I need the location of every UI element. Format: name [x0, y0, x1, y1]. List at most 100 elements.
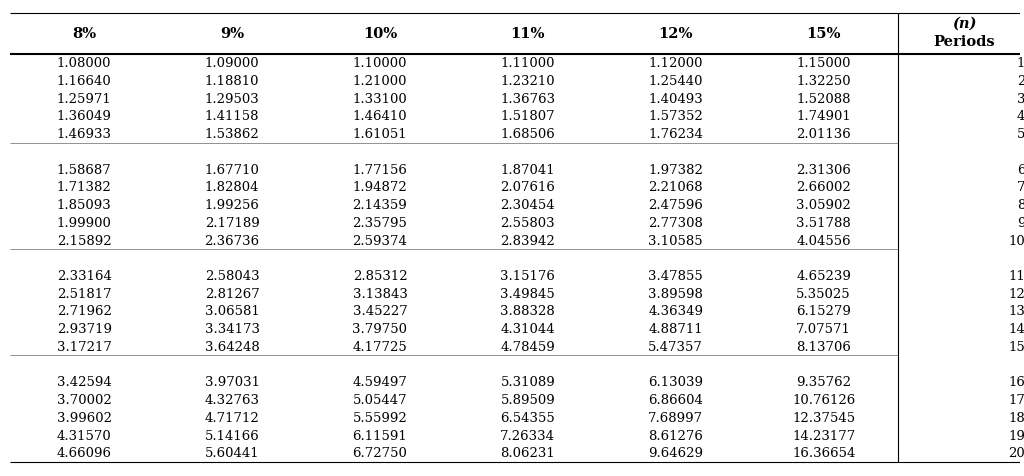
Text: 1.87041: 1.87041: [501, 163, 555, 176]
Text: 1.32250: 1.32250: [797, 75, 851, 88]
Text: 11: 11: [1009, 269, 1024, 282]
Text: 2.71962: 2.71962: [56, 305, 112, 318]
Text: 1.16640: 1.16640: [56, 75, 112, 88]
Text: (n): (n): [951, 17, 976, 31]
Text: 7.07571: 7.07571: [797, 323, 851, 336]
Text: 8: 8: [1017, 198, 1024, 212]
Text: 3.10585: 3.10585: [648, 234, 703, 247]
Text: 12.37545: 12.37545: [793, 411, 855, 424]
Text: 2.83942: 2.83942: [501, 234, 555, 247]
Text: 1.23210: 1.23210: [501, 75, 555, 88]
Text: 1.29503: 1.29503: [205, 92, 259, 106]
Text: 6.72750: 6.72750: [352, 446, 408, 459]
Text: 5.55992: 5.55992: [352, 411, 408, 424]
Text: 17: 17: [1009, 393, 1024, 407]
Text: 1.99256: 1.99256: [205, 198, 259, 212]
Text: 1.15000: 1.15000: [797, 57, 851, 70]
Text: 1.67710: 1.67710: [205, 163, 259, 176]
Text: 3.97031: 3.97031: [205, 376, 259, 388]
Text: 5.05447: 5.05447: [352, 393, 408, 407]
Text: 3.45227: 3.45227: [352, 305, 408, 318]
Text: 7.26334: 7.26334: [501, 429, 555, 442]
Text: 4.04556: 4.04556: [797, 234, 851, 247]
Text: 1.33100: 1.33100: [352, 92, 408, 106]
Text: 1.36763: 1.36763: [501, 92, 555, 106]
Text: 6.15279: 6.15279: [797, 305, 851, 318]
Text: 16.36654: 16.36654: [792, 446, 855, 459]
Text: 9.35762: 9.35762: [797, 376, 851, 388]
Text: 2.36736: 2.36736: [205, 234, 260, 247]
Text: 1.10000: 1.10000: [352, 57, 408, 70]
Text: 3.89598: 3.89598: [648, 287, 703, 300]
Text: 9.64629: 9.64629: [648, 446, 703, 459]
Text: 1.46410: 1.46410: [352, 110, 408, 123]
Text: 4.32763: 4.32763: [205, 393, 259, 407]
Text: 5.35025: 5.35025: [797, 287, 851, 300]
Text: 2.59374: 2.59374: [352, 234, 408, 247]
Text: 6.86604: 6.86604: [648, 393, 703, 407]
Text: 4.59497: 4.59497: [352, 376, 408, 388]
Text: 4.17725: 4.17725: [352, 340, 408, 353]
Text: 9: 9: [1017, 217, 1024, 229]
Text: 2.35795: 2.35795: [352, 217, 408, 229]
Text: 5.31089: 5.31089: [501, 376, 555, 388]
Text: 1.41158: 1.41158: [205, 110, 259, 123]
Text: 19: 19: [1009, 429, 1024, 442]
Text: Periods: Periods: [933, 35, 994, 49]
Text: 1.53862: 1.53862: [205, 128, 259, 141]
Text: 1.21000: 1.21000: [352, 75, 408, 88]
Text: 4.36349: 4.36349: [648, 305, 703, 318]
Text: 6: 6: [1017, 163, 1024, 176]
Text: 1.82804: 1.82804: [205, 181, 259, 194]
Text: 1.71382: 1.71382: [56, 181, 112, 194]
Text: 1.76234: 1.76234: [648, 128, 703, 141]
Text: 12: 12: [1009, 287, 1024, 300]
Text: 2.85312: 2.85312: [352, 269, 408, 282]
Text: 7: 7: [1017, 181, 1024, 194]
Text: 2.21068: 2.21068: [648, 181, 703, 194]
Text: 3.42594: 3.42594: [56, 376, 112, 388]
Text: 2.51817: 2.51817: [57, 287, 112, 300]
Text: 1.18810: 1.18810: [205, 75, 259, 88]
Text: 2.93719: 2.93719: [56, 323, 112, 336]
Text: 1.08000: 1.08000: [57, 57, 112, 70]
Text: 2.31306: 2.31306: [797, 163, 851, 176]
Text: 3.64248: 3.64248: [205, 340, 259, 353]
Text: 3.47855: 3.47855: [648, 269, 703, 282]
Text: 2.81267: 2.81267: [205, 287, 259, 300]
Text: 3.17217: 3.17217: [56, 340, 112, 353]
Text: 1.99900: 1.99900: [56, 217, 112, 229]
Text: 3.79750: 3.79750: [352, 323, 408, 336]
Text: 2.58043: 2.58043: [205, 269, 259, 282]
Text: 1.58687: 1.58687: [56, 163, 112, 176]
Text: 6.11591: 6.11591: [352, 429, 408, 442]
Text: 4.71712: 4.71712: [205, 411, 259, 424]
Text: 3.34173: 3.34173: [205, 323, 259, 336]
Text: 2.17189: 2.17189: [205, 217, 259, 229]
Text: 3.05902: 3.05902: [797, 198, 851, 212]
Text: 14: 14: [1009, 323, 1024, 336]
Text: 8.06231: 8.06231: [501, 446, 555, 459]
Text: 1: 1: [1017, 57, 1024, 70]
Text: 18: 18: [1009, 411, 1024, 424]
Text: 1.12000: 1.12000: [648, 57, 703, 70]
Text: 3.99602: 3.99602: [56, 411, 112, 424]
Text: 15: 15: [1009, 340, 1024, 353]
Text: 3.15176: 3.15176: [501, 269, 555, 282]
Text: 4.31044: 4.31044: [501, 323, 555, 336]
Text: 1.74901: 1.74901: [797, 110, 851, 123]
Text: 1.52088: 1.52088: [797, 92, 851, 106]
Text: 2.14359: 2.14359: [352, 198, 408, 212]
Text: 2.07616: 2.07616: [501, 181, 555, 194]
Text: 3.06581: 3.06581: [205, 305, 259, 318]
Text: 1.25440: 1.25440: [648, 75, 703, 88]
Text: 1.46933: 1.46933: [56, 128, 112, 141]
Text: 4.78459: 4.78459: [501, 340, 555, 353]
Text: 1.51807: 1.51807: [501, 110, 555, 123]
Text: 4.65239: 4.65239: [797, 269, 851, 282]
Text: 3.88328: 3.88328: [501, 305, 555, 318]
Text: 2.30454: 2.30454: [501, 198, 555, 212]
Text: 3.51788: 3.51788: [797, 217, 851, 229]
Text: 15%: 15%: [807, 27, 841, 41]
Text: 2.47596: 2.47596: [648, 198, 703, 212]
